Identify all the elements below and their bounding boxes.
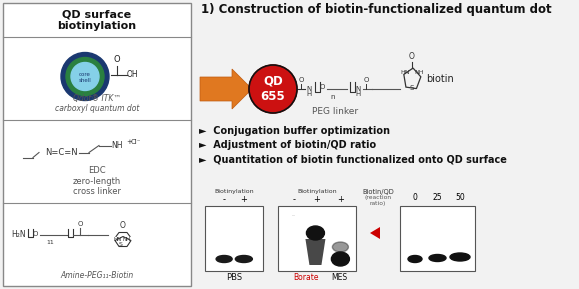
Text: N: N — [306, 86, 312, 92]
Text: Borate: Borate — [294, 273, 319, 283]
Text: (reaction: (reaction — [364, 195, 391, 201]
Text: ►  Conjugation buffer optimization: ► Conjugation buffer optimization — [199, 126, 390, 136]
Text: ►  Adjustment of biotin/QD ratio: ► Adjustment of biotin/QD ratio — [199, 140, 376, 150]
Text: QD surface
biotinylation: QD surface biotinylation — [57, 9, 137, 31]
Text: O: O — [320, 84, 325, 90]
Ellipse shape — [235, 255, 252, 262]
Text: 11: 11 — [46, 240, 54, 244]
Text: H: H — [355, 91, 360, 97]
Polygon shape — [200, 69, 252, 109]
Text: NH: NH — [414, 69, 424, 75]
Polygon shape — [370, 227, 380, 239]
Text: H₂N: H₂N — [11, 230, 25, 239]
Text: +: + — [337, 195, 344, 205]
Text: biotin: biotin — [426, 74, 454, 84]
Text: Biotinylation: Biotinylation — [214, 190, 254, 194]
Text: Biotin/QD: Biotin/QD — [362, 189, 394, 195]
Ellipse shape — [408, 255, 422, 262]
Text: O: O — [298, 77, 304, 83]
Circle shape — [71, 62, 99, 90]
Text: ratio): ratio) — [370, 201, 386, 207]
Text: OH: OH — [127, 70, 138, 79]
Text: S: S — [119, 242, 123, 247]
Text: Biotinylation: Biotinylation — [297, 190, 337, 194]
Text: +: + — [314, 195, 320, 205]
Text: MES: MES — [331, 273, 347, 283]
Text: 1) Construction of biotin-functionalized quantum dot: 1) Construction of biotin-functionalized… — [201, 3, 552, 16]
Text: O: O — [113, 55, 120, 64]
Text: O: O — [120, 221, 126, 231]
FancyBboxPatch shape — [3, 3, 191, 286]
Text: O: O — [33, 231, 38, 238]
Text: 0: 0 — [413, 194, 417, 203]
Text: N=C=N: N=C=N — [45, 148, 78, 157]
FancyBboxPatch shape — [278, 206, 356, 271]
Text: S: S — [410, 85, 414, 91]
Ellipse shape — [306, 226, 324, 240]
Text: HN: HN — [114, 237, 122, 242]
Text: core: core — [79, 72, 91, 77]
Text: N: N — [355, 86, 360, 92]
Text: ►  Quantitation of biotin functionalized onto QD surface: ► Quantitation of biotin functionalized … — [199, 154, 507, 164]
Text: Amine-PEG₁₁-Biotin: Amine-PEG₁₁-Biotin — [60, 271, 134, 280]
Text: -: - — [223, 195, 226, 205]
Text: -: - — [292, 195, 295, 205]
Circle shape — [66, 58, 104, 95]
Text: HN: HN — [400, 69, 410, 75]
Text: n: n — [331, 94, 335, 100]
Ellipse shape — [216, 255, 232, 262]
Ellipse shape — [450, 253, 470, 261]
Circle shape — [61, 53, 109, 101]
Text: 25: 25 — [433, 194, 442, 203]
FancyBboxPatch shape — [205, 206, 263, 271]
Text: +: + — [126, 140, 132, 145]
Text: O: O — [409, 52, 415, 61]
Text: QD
655: QD 655 — [261, 75, 285, 103]
Text: 50: 50 — [455, 194, 465, 203]
Circle shape — [249, 65, 297, 113]
Text: H: H — [306, 91, 312, 97]
Polygon shape — [306, 239, 325, 265]
Text: O: O — [78, 221, 83, 227]
Ellipse shape — [332, 242, 349, 252]
Text: O: O — [363, 77, 369, 83]
Text: --: -- — [292, 214, 296, 218]
Text: PEG linker: PEG linker — [312, 107, 358, 116]
Text: Cl⁻: Cl⁻ — [131, 140, 141, 145]
Text: NH: NH — [111, 141, 123, 150]
Text: NH: NH — [123, 237, 131, 242]
Text: shell: shell — [79, 78, 91, 83]
Text: +: + — [240, 195, 247, 205]
Text: EDC
zero-length
cross linker: EDC zero-length cross linker — [73, 166, 121, 196]
FancyBboxPatch shape — [400, 206, 475, 271]
Text: PBS: PBS — [226, 273, 242, 283]
Ellipse shape — [331, 252, 349, 266]
Ellipse shape — [429, 255, 446, 262]
Text: Qdot® ITK™
carboxyl quantum dot: Qdot® ITK™ carboxyl quantum dot — [55, 94, 139, 113]
